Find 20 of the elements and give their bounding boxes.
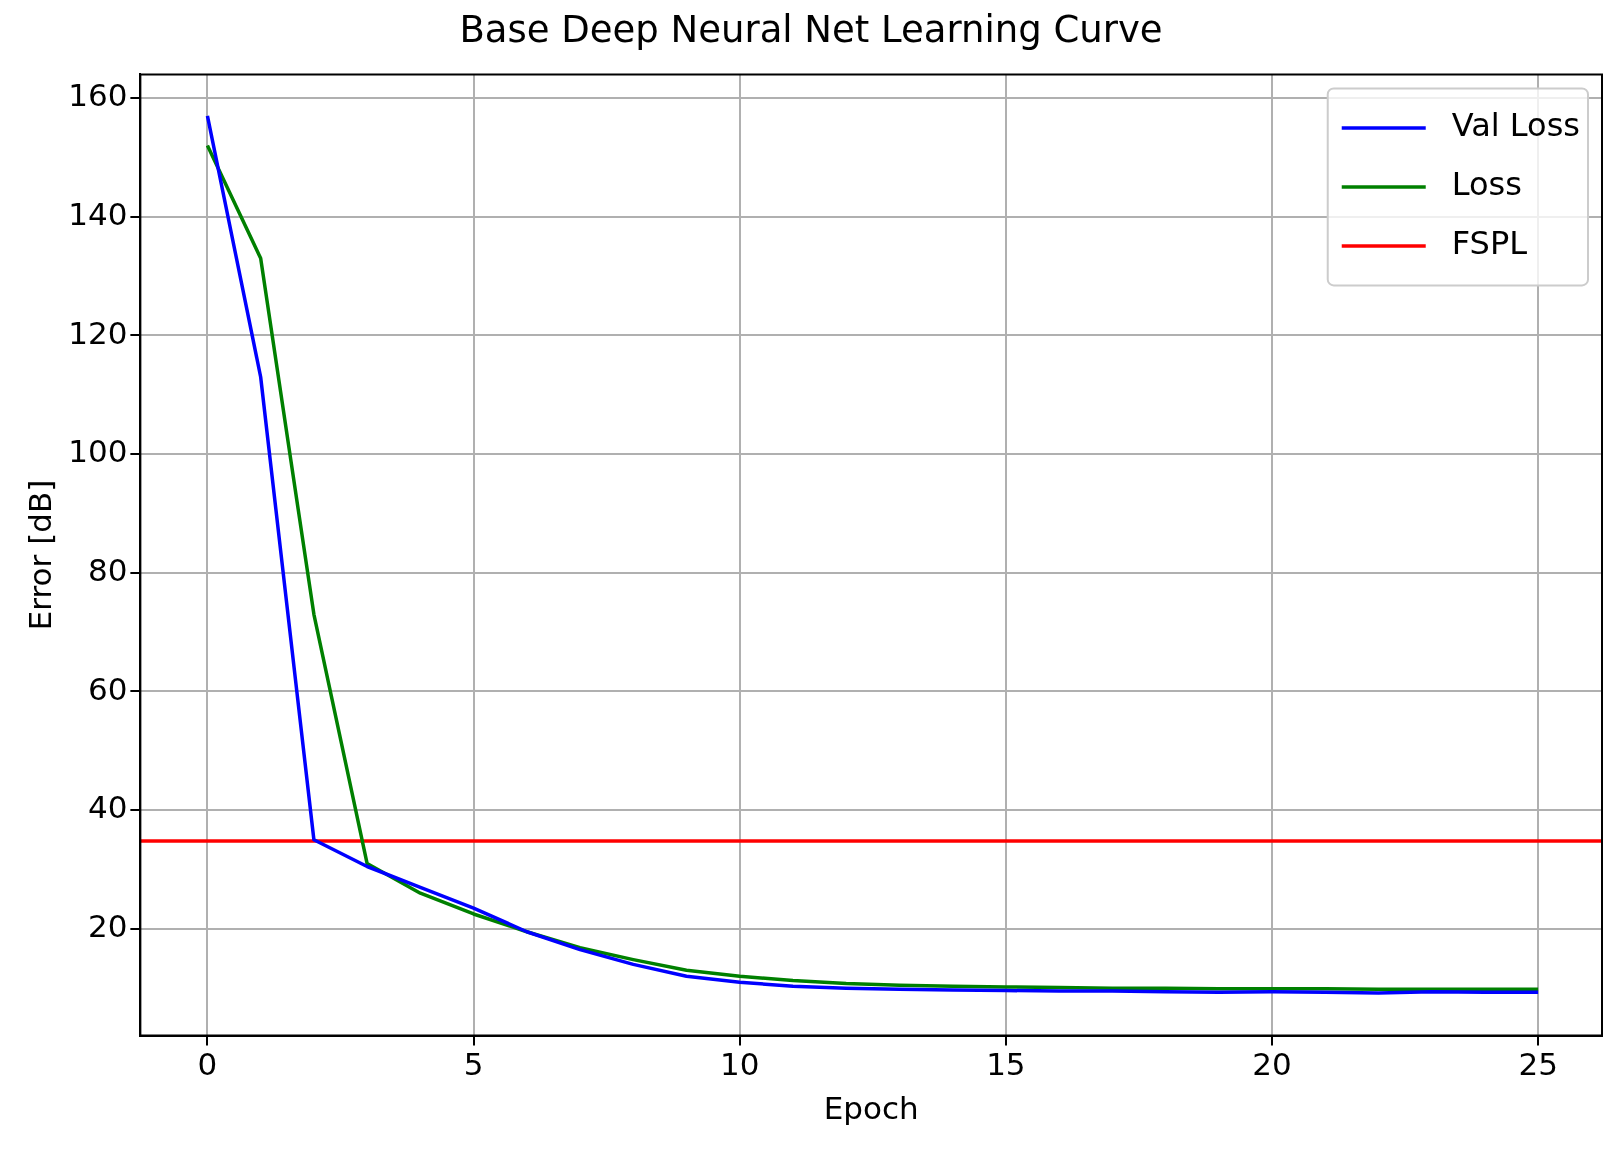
legend-label: Loss (1451, 165, 1522, 204)
x-tick-label: 5 (463, 1046, 484, 1083)
x-tick-label: 10 (719, 1046, 760, 1083)
x-tick-label: 20 (1252, 1046, 1292, 1083)
x-axis-title: Epoch (823, 1090, 919, 1127)
chart-title: Base Deep Neural Net Learning Curve (459, 7, 1163, 51)
legend-label: FSPL (1451, 224, 1528, 263)
y-tick-label: 60 (87, 670, 128, 707)
y-tick-label: 80 (87, 551, 128, 588)
x-tick-label: 15 (986, 1046, 1026, 1083)
x-tick-label: 25 (1518, 1046, 1558, 1083)
y-tick-label: 140 (68, 195, 128, 232)
x-tick-label: 0 (197, 1046, 218, 1083)
y-tick-label: 20 (87, 907, 128, 944)
y-tick-label: 120 (68, 314, 128, 351)
legend-label: Val Loss (1451, 106, 1580, 145)
y-tick-label: 100 (68, 433, 128, 470)
y-tick-label: 40 (87, 789, 128, 826)
y-tick-label: 160 (68, 77, 128, 114)
y-axis-title: Error [dB] (21, 479, 58, 631)
